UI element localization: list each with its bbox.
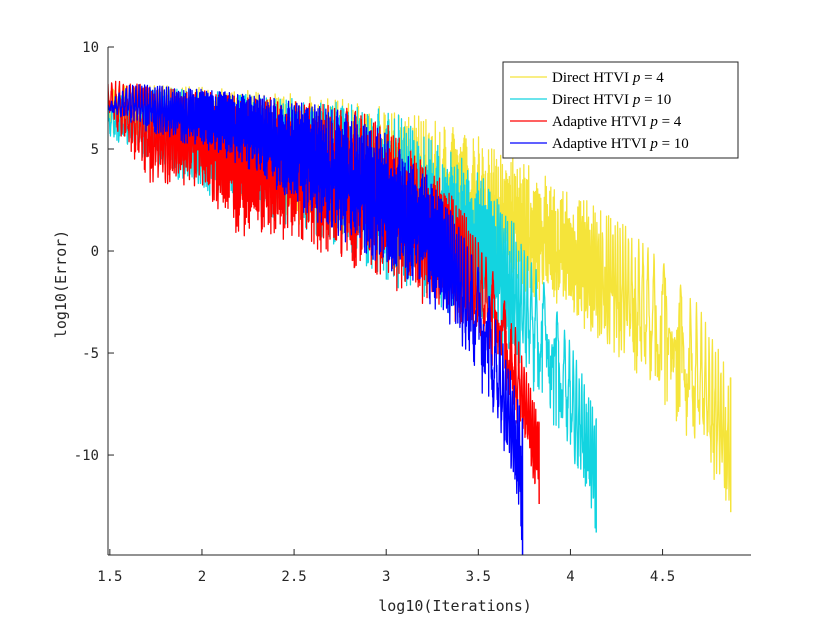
x-axis-label: log10(Iterations)	[378, 597, 532, 615]
series-layer	[108, 80, 732, 555]
legend-label-3: Adaptive HTVI p = 4	[552, 114, 682, 130]
legend-label-2: Direct HTVI p = 10	[552, 92, 671, 108]
legend-label-4: Adaptive HTVI p = 10	[552, 136, 689, 152]
y-tick-label-4: 10	[82, 40, 99, 56]
x-tick-label-1: 2	[198, 569, 206, 585]
y-tick-label-1: -5	[82, 346, 99, 362]
legend-label-1: Direct HTVI p = 4	[552, 70, 664, 86]
x-tick-label-6: 4.5	[650, 569, 675, 585]
series-line-4	[108, 84, 524, 555]
ticks: 1.5 2 2.5 3 3.5 4 4.5 -10 -5 0 5 10	[74, 40, 676, 585]
x-tick-label-2: 2.5	[281, 569, 306, 585]
legend: Direct HTVI p = 4 Direct HTVI p = 10 Adapt…	[502, 61, 739, 159]
legend-box	[502, 61, 739, 159]
y-tick-label-2: 0	[91, 244, 99, 260]
y-tick-label-3: 5	[91, 142, 99, 158]
x-tick-label-5: 4	[566, 569, 574, 585]
x-tick-label-4: 3.5	[466, 569, 491, 585]
y-tick-label-0: -10	[74, 448, 99, 464]
x-tick-label-0: 1.5	[97, 569, 122, 585]
axes	[107, 47, 751, 556]
y-axis-label: log10(Error)	[52, 230, 70, 338]
x-tick-label-3: 3	[382, 569, 390, 585]
